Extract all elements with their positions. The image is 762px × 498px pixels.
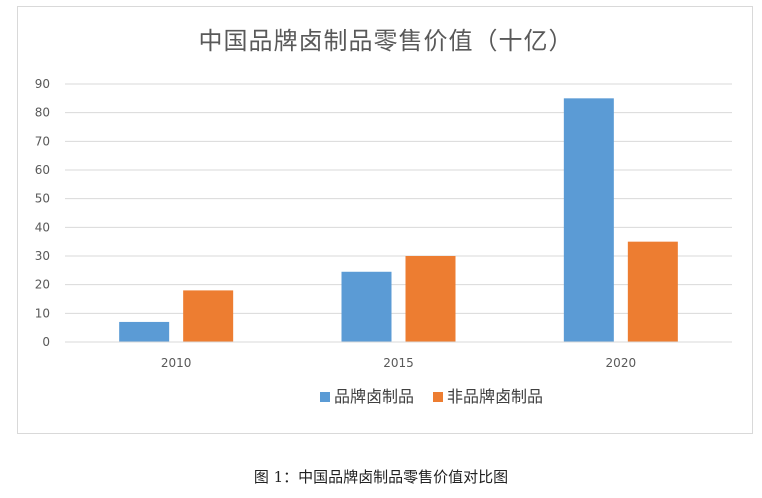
y-tick-label: 0 [42, 335, 50, 349]
y-tick-label: 90 [35, 77, 50, 91]
x-tick-label: 2020 [606, 356, 637, 370]
bar-2010-series-1 [119, 321, 170, 342]
legend-label: 品牌卤制品 [334, 387, 414, 406]
chart-frame: 中国品牌卤制品零售价值（十亿） 0 10 20 30 40 50 60 70 80 90 2010… [17, 6, 753, 434]
bar-chart: 0 10 20 30 40 50 60 70 80 90 2010 2015 2020 品牌卤制品 非品… [35, 77, 732, 406]
y-tick-label: 60 [35, 163, 50, 177]
y-tick-label: 80 [35, 106, 50, 120]
bar-2020-series-1 [563, 98, 614, 342]
figure-caption: 图 1：中国品牌卤制品零售价值对比图 [253, 468, 509, 486]
bar-2015-series-2 [405, 256, 456, 342]
y-tick-label: 10 [35, 306, 50, 320]
y-tick-label: 50 [35, 192, 50, 206]
y-tick-label: 40 [35, 220, 50, 234]
legend-swatch [320, 392, 330, 402]
y-tick-label: 30 [35, 249, 50, 263]
legend-label: 非品牌卤制品 [447, 387, 543, 406]
x-tick-label: 2015 [383, 356, 414, 370]
legend-swatch [433, 392, 443, 402]
y-tick-label: 70 [35, 134, 50, 148]
y-tick-label: 20 [35, 278, 50, 292]
bar-2015-series-1 [341, 271, 392, 342]
bar-2010-series-2 [183, 290, 234, 342]
chart-title: 中国品牌卤制品零售价值（十亿） [198, 27, 574, 55]
x-tick-label: 2010 [161, 356, 192, 370]
bar-2020-series-2 [627, 241, 678, 342]
